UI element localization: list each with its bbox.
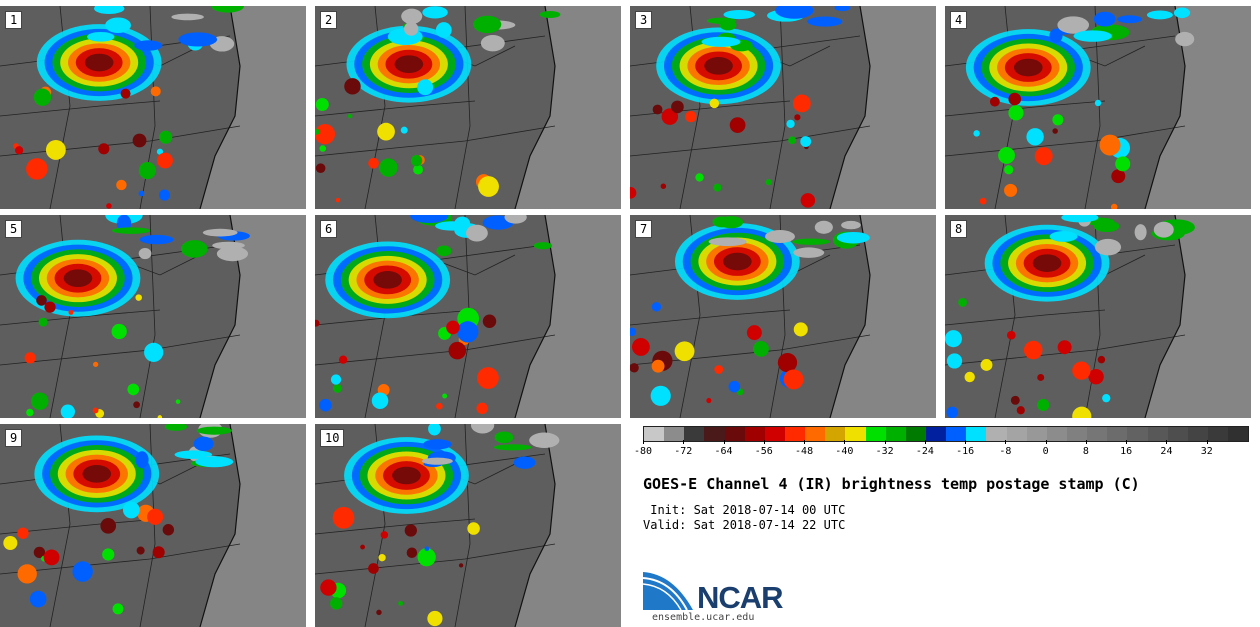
postage-stamp-8: 8 — [945, 215, 1251, 418]
colorbar-tick — [884, 440, 886, 444]
panel-number: 10 — [320, 429, 345, 447]
colorbar-swatch — [845, 427, 866, 441]
postage-stamp-7: 7 — [630, 215, 936, 418]
postage-stamp-4: 4 — [945, 6, 1251, 209]
colorbar-tickmarks — [643, 440, 1247, 444]
colorbar-tick-label: -16 — [956, 446, 975, 457]
colorbar-swatch — [905, 427, 926, 441]
colorbar-swatch — [764, 427, 785, 441]
postage-stamp-6: 6 — [315, 215, 621, 418]
colorbar-tick — [1085, 440, 1087, 444]
satellite-ir-map — [945, 215, 1251, 418]
postage-stamp-5: 5 — [0, 215, 306, 418]
colorbar-swatch — [1228, 427, 1249, 441]
panel-number: 7 — [635, 220, 653, 238]
colorbar-tick — [804, 440, 806, 444]
satellite-ir-map — [0, 215, 306, 418]
colorbar-tick-label: 16 — [1120, 446, 1133, 457]
plot-title: GOES-E Channel 4 (IR) brightness temp po… — [643, 475, 1140, 493]
panel-number: 5 — [5, 220, 23, 238]
satellite-ir-map — [0, 6, 306, 209]
colorbar-tick — [965, 440, 967, 444]
colorbar-swatch — [1207, 427, 1229, 441]
postage-stamp-2: 2 — [315, 6, 621, 209]
website-url: ensemble.ucar.edu — [652, 612, 755, 623]
colorbar-tick — [1206, 440, 1208, 444]
colorbar-tick-label: -32 — [875, 446, 894, 457]
colorbar-swatch — [1107, 427, 1128, 441]
postage-stamp-1: 1 — [0, 6, 306, 209]
satellite-ir-map — [315, 215, 621, 418]
colorbar-tick — [1166, 440, 1168, 444]
panel-number: 3 — [635, 11, 653, 29]
panel-number: 9 — [5, 429, 23, 447]
colorbar-swatch — [1167, 427, 1188, 441]
colorbar-tick-label: 32 — [1200, 446, 1213, 457]
satellite-ir-map — [315, 424, 621, 627]
colorbar-swatch — [1087, 427, 1108, 441]
colorbar-swatch — [1147, 427, 1168, 441]
colorbar-swatch — [946, 427, 967, 441]
colorbar-tick-labels: -80 -72 -64 -56 -48 -40 -32 -24 -16 -8 0 8 16 24 32 — [634, 446, 1247, 460]
ncar-logo-icon — [643, 572, 693, 611]
colorbar-swatch — [644, 427, 665, 441]
satellite-ir-map — [315, 6, 621, 209]
colorbar-swatch — [1046, 427, 1067, 441]
colorbar-swatch — [1066, 427, 1088, 441]
panel-number: 8 — [950, 220, 968, 238]
colorbar-tick — [763, 440, 765, 444]
colorbar-tick — [643, 440, 644, 444]
panel-number: 6 — [320, 220, 338, 238]
colorbar-tick — [723, 440, 725, 444]
colorbar-swatch — [825, 427, 846, 441]
panel-number: 4 — [950, 11, 968, 29]
colorbar-tick-label: -8 — [999, 446, 1012, 457]
colorbar-tick-label: 8 — [1082, 446, 1089, 457]
colorbar — [643, 426, 1249, 442]
panel-number: 2 — [320, 11, 338, 29]
colorbar-tick-label: -80 — [633, 446, 653, 457]
postage-stamp-10: 10 — [315, 424, 621, 627]
colorbar-tick-label: -64 — [714, 446, 733, 457]
colorbar-swatch — [704, 427, 725, 441]
colorbar-tick — [1005, 440, 1007, 444]
colorbar-swatch — [966, 427, 987, 441]
valid-time: Valid: Sat 2018-07-14 22 UTC — [643, 518, 846, 532]
colorbar-tick — [924, 440, 926, 444]
colorbar-swatch — [684, 427, 705, 441]
satellite-ir-map — [945, 6, 1251, 209]
colorbar-tick-label: -48 — [795, 446, 814, 457]
postage-stamp-9: 9 — [0, 424, 306, 627]
colorbar-swatch — [784, 427, 806, 441]
colorbar-tick-label: -72 — [674, 446, 693, 457]
satellite-ir-map — [630, 6, 936, 209]
colorbar-tick — [844, 440, 846, 444]
colorbar-swatch — [885, 427, 906, 441]
panel-number: 1 — [5, 11, 23, 29]
colorbar-swatch — [986, 427, 1007, 441]
colorbar-swatch — [664, 427, 685, 441]
colorbar-tick-label: -56 — [754, 446, 773, 457]
colorbar-tick — [683, 440, 685, 444]
colorbar-tick — [1126, 440, 1128, 444]
colorbar-swatch — [1127, 427, 1148, 441]
colorbar-swatch — [1006, 427, 1027, 441]
colorbar-swatch — [1187, 427, 1208, 441]
postage-stamp-3: 3 — [630, 6, 936, 209]
colorbar-tick-label: -24 — [915, 446, 934, 457]
ncar-logo-text: NCAR — [697, 580, 784, 615]
colorbar-tick-label: 24 — [1160, 446, 1173, 457]
colorbar-swatch — [744, 427, 765, 441]
satellite-ir-map — [0, 424, 306, 627]
colorbar-swatch — [925, 427, 947, 441]
satellite-ir-map — [630, 215, 936, 418]
init-time: Init: Sat 2018-07-14 00 UTC — [643, 503, 846, 517]
colorbar-swatch — [865, 427, 886, 441]
colorbar-swatch — [1026, 427, 1047, 441]
colorbar-tick — [1045, 440, 1047, 444]
colorbar-tick-label: -40 — [835, 446, 854, 457]
colorbar-tick-label: 0 — [1042, 446, 1049, 457]
colorbar-swatch — [724, 427, 745, 441]
colorbar-swatch — [805, 427, 826, 441]
